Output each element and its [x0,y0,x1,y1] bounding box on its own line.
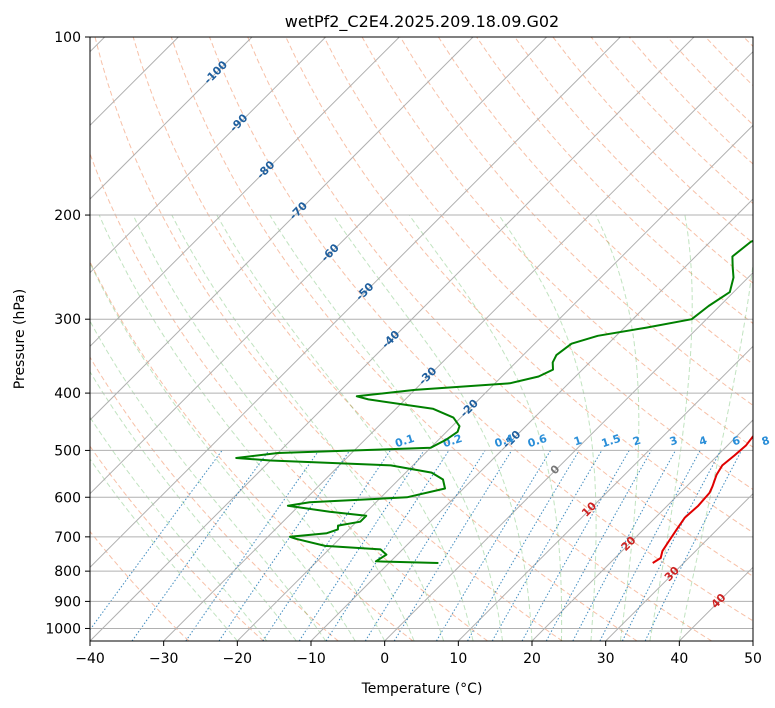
mixing-ratio-label: 1.5 [600,432,623,450]
mixing-ratio-labels: 0.10.20.40.611.52346810131620253036 [393,432,771,450]
isotherm-line [90,37,327,274]
dry-adiabat [323,37,753,491]
moist-adiabat [90,416,268,641]
dewpoint-line [235,239,753,564]
mixing-ratio-line [572,450,676,641]
mixing-ratio-label: 8 [760,434,771,449]
mixing-ratio-line [218,450,351,641]
mixing-ratio-label: 0.4 [493,432,516,450]
mixing-ratio-line [599,450,701,641]
y-axis-ticks: 100 200 300 400 500 600 700 800 900 1000 [45,30,90,637]
mixing-ratio-label: 0.2 [441,432,464,450]
x-tick-label: 20 [523,651,541,667]
y-tick-label: 700 [54,530,81,546]
x-tick-label: −20 [223,651,253,667]
dry-adiabat [132,37,638,641]
mixing-ratio-line [185,450,320,641]
temperature-line [652,434,753,564]
plot-frame [89,36,754,642]
moist-adiabat [678,260,753,641]
x-tick-label: −10 [296,651,326,667]
chart-title: wetPf2_C2E4.2025.209.18.09.G02 [285,12,559,32]
isotherm-line [310,198,753,641]
mixing-ratio-line [131,450,270,641]
dry-adiabat [247,37,753,577]
y-tick-label: 100 [54,30,81,46]
sounding-series [235,239,753,564]
dry-adiabat [90,152,488,641]
y-tick-label: 1000 [45,621,81,637]
dry-adiabat [90,356,339,641]
moist-adiabat [269,214,503,641]
y-tick-label: 400 [54,386,81,402]
mixing-ratio-line [644,450,742,641]
isotherm-line [90,37,400,348]
mixing-ratio-line [90,450,223,631]
x-tick-label: 40 [670,651,688,667]
dry-adiabat [209,37,753,622]
x-axis-title: Temperature (°C) [361,681,483,697]
dry-adiabat [437,37,753,365]
moist-adiabat [90,261,356,641]
isotherm-line [605,492,753,641]
isotherm-line [163,50,753,641]
mixing-ratio-line [545,450,652,641]
y-tick-label: 500 [54,443,81,459]
y-axis-title: Pressure (hPa) [12,289,28,389]
isotherm-line [90,37,253,200]
y-tick-label: 300 [54,312,81,328]
mixing-ratio-line [521,450,630,641]
isotherm-line [236,124,753,641]
y-tick-label: 900 [54,594,81,610]
mixing-ratio-line [298,450,425,641]
moist-adiabat [171,214,445,641]
mixing-ratio-line [435,450,552,641]
moist-adiabat [90,370,297,641]
isotherm-line [90,37,548,495]
x-tick-label: 10 [449,651,467,667]
dry-adiabat [399,37,753,407]
dry-adiabat [94,37,563,641]
mixing-ratio-line [393,450,513,641]
background-lines [90,37,753,641]
moist-adiabat [595,214,640,641]
mixing-ratio-line [262,450,391,641]
y-tick-label: 200 [54,208,81,224]
mixing-ratio-line [621,450,722,641]
moist-adiabat [132,214,415,641]
plot-background [90,37,753,641]
x-tick-label: −30 [149,651,179,667]
dry-adiabat [90,530,190,641]
moist-adiabat [649,214,693,641]
isotherm-line [457,345,753,641]
x-tick-label: 0 [380,651,389,667]
moist-adiabat [498,214,597,641]
isotherm-line [531,419,753,641]
isotherm-line [90,37,474,421]
dry-adiabat [170,37,712,641]
x-axis-ticks: −40 −30 −20 −10 0 10 20 30 40 50 [75,641,762,667]
y-tick-label: 800 [54,564,81,580]
isotherm-line [90,37,621,569]
y-tick-label: 600 [54,490,81,506]
isotherm-line [384,271,753,641]
mixing-ratio-label: 0.1 [393,432,416,450]
dry-adiabat [90,445,264,641]
x-tick-label: −40 [75,651,105,667]
moist-adiabat [408,214,563,641]
mixing-ratio-label: 3 [668,434,679,449]
mixing-ratio-label: 2 [631,434,642,449]
mixing-ratio-label: 1 [572,434,583,449]
moist-adiabat [98,214,386,641]
mixing-ratio-label: 6 [731,434,743,449]
isotherm-line [90,37,695,641]
dry-adiabat [514,37,753,284]
moist-adiabat [90,320,327,641]
mixing-ratio-label: 0.6 [526,432,549,450]
x-tick-label: 50 [744,651,762,667]
mixing-ratio-label: 4 [697,434,709,449]
moist-adiabat [90,458,238,641]
x-tick-label: 30 [597,651,615,667]
